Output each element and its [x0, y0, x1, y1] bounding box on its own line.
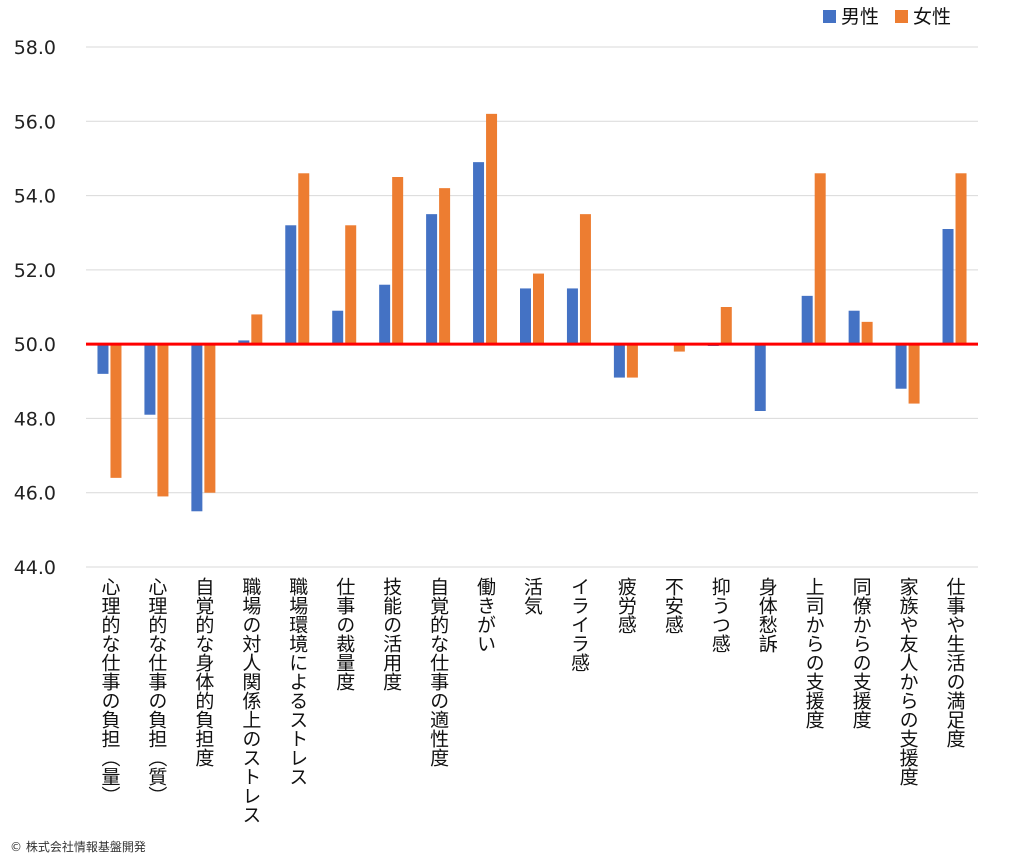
- y-tick-label: 56.0: [14, 111, 56, 133]
- bar-female: [533, 273, 544, 345]
- y-tick-label: 58.0: [14, 37, 56, 59]
- bar-male: [895, 344, 907, 389]
- category-label: 身体愁訴: [756, 577, 778, 653]
- bar-female: [626, 344, 638, 378]
- legend: 男性 女性: [823, 6, 951, 28]
- y-tick-label: 52.0: [14, 260, 56, 282]
- category-label: 職場環境によるストレス: [286, 577, 308, 786]
- bar-male: [238, 340, 250, 345]
- y-axis-ticks: 44.0 46.0 48.0 50.0 52.0 54.0 56.0 58.0: [14, 37, 56, 579]
- category-label: 心理的な仕事の負担（質）: [145, 577, 167, 805]
- category-label: 仕事や生活の満足度: [944, 577, 966, 748]
- legend-label: 男性: [841, 6, 879, 28]
- legend-swatch: [823, 10, 836, 23]
- category-label: 同僚からの支援度: [850, 577, 872, 729]
- bars: [97, 113, 967, 512]
- y-tick-label: 50.0: [14, 334, 56, 356]
- bar-male: [942, 229, 954, 345]
- y-tick-label: 44.0: [14, 557, 56, 579]
- bar-male: [613, 344, 625, 378]
- gridlines: [86, 46, 978, 568]
- bar-female: [251, 314, 263, 345]
- bar-female: [110, 344, 122, 478]
- category-label: 心理的な仕事の負担（量）: [98, 577, 120, 805]
- legend-swatch: [895, 10, 908, 23]
- category-label: イライラ感: [568, 577, 590, 672]
- bar-female: [579, 214, 591, 345]
- bar-female: [814, 173, 826, 345]
- category-label: 家族や友人からの支援度: [897, 577, 919, 786]
- category-label: 上司からの支援度: [803, 577, 825, 729]
- bar-male: [566, 288, 578, 345]
- bar-male: [848, 310, 860, 345]
- bar-female: [204, 344, 216, 493]
- category-label: 技能の活用度: [380, 577, 402, 691]
- bar-female: [673, 344, 685, 352]
- bar-male: [801, 295, 813, 345]
- bar-female: [392, 177, 404, 345]
- bar-male: [426, 214, 438, 345]
- category-label: 抑うつ感: [709, 577, 731, 653]
- category-label: 不安感: [662, 577, 684, 634]
- bar-female: [861, 321, 873, 345]
- bar-female: [345, 225, 357, 345]
- bar-female: [157, 344, 169, 497]
- category-label: 自覚的な仕事の適性度: [427, 577, 449, 767]
- bar-female: [908, 344, 920, 404]
- bar-male: [520, 288, 531, 345]
- category-label: 働きがい: [474, 577, 496, 653]
- bar-male: [332, 310, 344, 345]
- category-label: 疲労感: [615, 577, 637, 634]
- y-tick-label: 46.0: [14, 483, 56, 505]
- bar-male: [473, 162, 485, 345]
- bar-male: [285, 225, 297, 345]
- bar-female: [955, 173, 967, 345]
- bar-male: [191, 344, 203, 512]
- category-label: 自覚的な身体的負担度: [192, 577, 214, 767]
- copyright-text: © 株式会社情報基盤開発: [10, 840, 146, 854]
- category-label: 仕事の裁量度: [333, 577, 355, 691]
- bar-male: [97, 344, 109, 374]
- bar-female: [298, 173, 310, 345]
- bar-female: [720, 307, 732, 345]
- bar-male: [379, 284, 391, 345]
- bar-female: [486, 113, 498, 345]
- bar-female: [439, 188, 451, 345]
- category-label: 活気: [521, 577, 543, 615]
- legend-label: 女性: [913, 6, 951, 28]
- category-labels: 心理的な仕事の負担（量） 心理的な仕事の負担（質） 自覚的な身体的負担度 職場の対人関…: [98, 577, 965, 824]
- category-label: 職場の対人関係上のストレス: [239, 577, 261, 824]
- bar-male: [754, 344, 766, 411]
- bar-male: [144, 344, 156, 415]
- y-tick-label: 54.0: [14, 186, 56, 208]
- y-tick-label: 48.0: [14, 408, 56, 430]
